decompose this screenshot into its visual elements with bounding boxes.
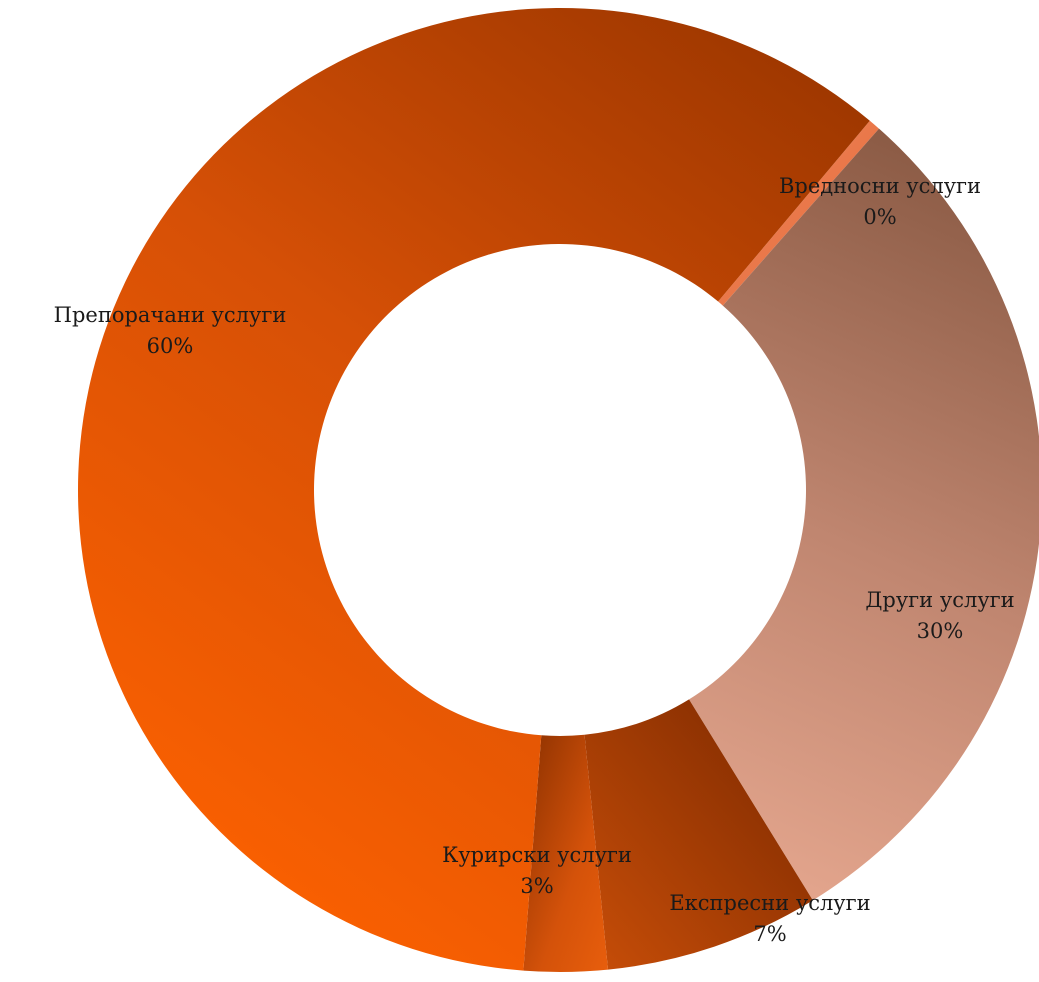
slice-label-category-1: Други услуги — [865, 588, 1014, 612]
donut-slices — [77, 7, 1039, 972]
slice-label-percent-2: 7% — [753, 922, 786, 946]
donut-slice-0 — [718, 120, 880, 306]
donut-slice-2 — [584, 699, 813, 970]
slice-label-percent-3: 3% — [520, 874, 553, 898]
slice-label-percent-1: 30% — [917, 619, 964, 643]
donut-labels: Вредносни услуги 0% Други услуги 30% Експрес… — [54, 174, 1015, 946]
slice-label-category-4: Препорачани услуги — [54, 303, 287, 327]
slice-label-category-3: Курирски услуги — [442, 843, 632, 867]
donut-slice-4 — [77, 7, 870, 971]
slice-label-category-2: Експресни услуги — [669, 891, 870, 915]
slice-label-percent-4: 60% — [147, 334, 194, 358]
donut-slice-3 — [523, 734, 609, 972]
donut-slice-1 — [689, 128, 1039, 901]
slice-label-percent-0: 0% — [863, 205, 896, 229]
slice-label-category-0: Вредносни услуги — [779, 174, 981, 198]
